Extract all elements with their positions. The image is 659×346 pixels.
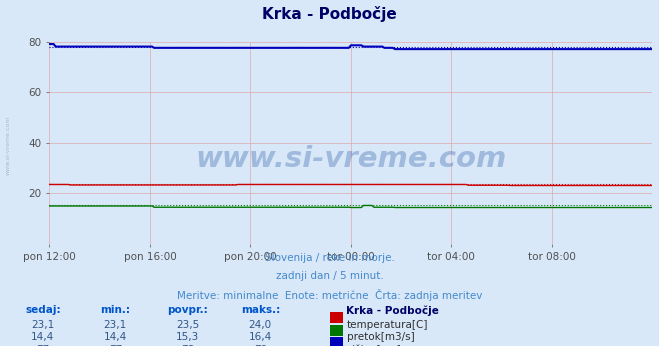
Text: 14,4: 14,4 bbox=[103, 332, 127, 342]
Text: temperatura[C]: temperatura[C] bbox=[347, 320, 428, 330]
Text: Krka - Podbočje: Krka - Podbočje bbox=[346, 305, 439, 316]
Text: 23,1: 23,1 bbox=[103, 320, 127, 330]
Text: 16,4: 16,4 bbox=[248, 332, 272, 342]
Text: povpr.:: povpr.: bbox=[167, 305, 208, 315]
Text: Meritve: minimalne  Enote: metrične  Črta: zadnja meritev: Meritve: minimalne Enote: metrične Črta:… bbox=[177, 289, 482, 301]
Text: 15,3: 15,3 bbox=[176, 332, 200, 342]
Text: sedaj:: sedaj: bbox=[25, 305, 61, 315]
Text: Slovenija / reke in morje.: Slovenija / reke in morje. bbox=[264, 253, 395, 263]
Text: zadnji dan / 5 minut.: zadnji dan / 5 minut. bbox=[275, 271, 384, 281]
Text: 23,1: 23,1 bbox=[31, 320, 55, 330]
Text: 77: 77 bbox=[109, 345, 122, 346]
Text: maks.:: maks.: bbox=[241, 305, 280, 315]
Text: 78: 78 bbox=[181, 345, 194, 346]
Text: pretok[m3/s]: pretok[m3/s] bbox=[347, 332, 415, 342]
Text: www.si-vreme.com: www.si-vreme.com bbox=[195, 145, 507, 173]
Text: 24,0: 24,0 bbox=[248, 320, 272, 330]
Text: višina[cm]: višina[cm] bbox=[347, 345, 401, 346]
Text: 79: 79 bbox=[254, 345, 267, 346]
Text: 14,4: 14,4 bbox=[31, 332, 55, 342]
Text: www.si-vreme.com: www.si-vreme.com bbox=[6, 116, 11, 175]
Text: min.:: min.: bbox=[100, 305, 130, 315]
Text: 77: 77 bbox=[36, 345, 49, 346]
Text: Krka - Podbočje: Krka - Podbočje bbox=[262, 6, 397, 22]
Text: 23,5: 23,5 bbox=[176, 320, 200, 330]
